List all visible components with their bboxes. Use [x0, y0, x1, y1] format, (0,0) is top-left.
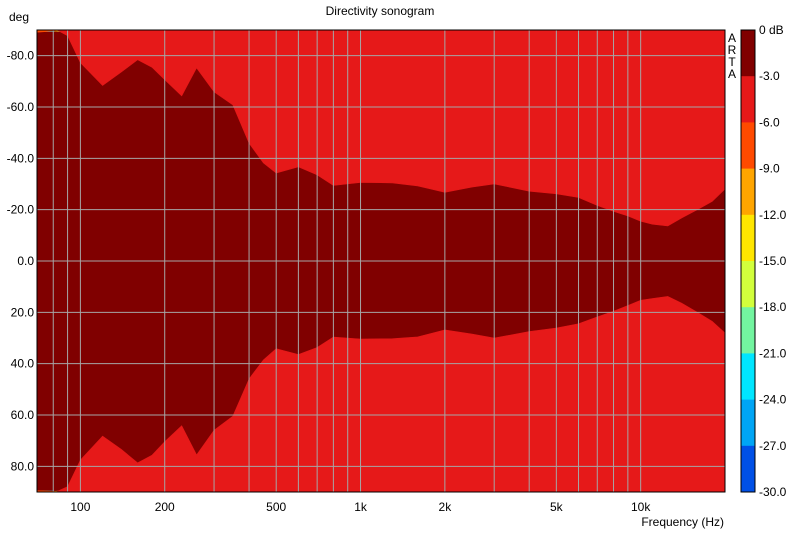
heatmap-area: [37, 30, 725, 492]
colorbar-label: -27.0: [759, 439, 787, 453]
colorbar-swatch: [741, 261, 755, 308]
colorbar-swatch: [741, 76, 755, 123]
colorbar-swatch: [741, 307, 755, 354]
x-tick-label: 1k: [354, 500, 368, 514]
y-tick-label: 0.0: [17, 254, 34, 268]
band-minus_3dB-lower: [37, 296, 725, 492]
colorbar-label: -18.0: [759, 300, 787, 314]
colorbar-swatch: [741, 353, 755, 401]
colorbar-swatch: [741, 168, 755, 216]
y-tick-label: 60.0: [11, 408, 35, 422]
x-tick-label: 200: [155, 500, 175, 514]
colorbar-label: 0 dB: [759, 23, 784, 37]
x-axis-label: Frequency (Hz): [641, 515, 724, 529]
y-axis-label: deg: [9, 10, 29, 24]
band-minus_3dB-upper: [37, 30, 725, 227]
colorbar-swatch: [741, 445, 755, 493]
colorbar-swatch: [741, 214, 755, 262]
x-tick-label: 500: [266, 500, 286, 514]
watermark-letter: A: [728, 67, 736, 81]
chart-title: Directivity sonogram: [326, 4, 435, 18]
x-tick-label: 100: [70, 500, 90, 514]
colorbar: 0 dB -3.0 -6.0 -9.0 -12.0 -15.0 -18.0 -21.0 -24.…: [740, 23, 787, 499]
colorbar-label: -3.0: [759, 69, 780, 83]
colorbar-swatch: [741, 399, 755, 447]
x-axis-ticks: 100 200 500 1k 2k 5k 10k: [70, 500, 651, 514]
y-tick-label: -40.0: [7, 151, 35, 165]
colorbar-label: -24.0: [759, 393, 787, 407]
colorbar-label: -9.0: [759, 162, 780, 176]
y-tick-label: 80.0: [11, 459, 35, 473]
colorbar-swatch: [741, 122, 755, 170]
plot-frame: [36, 29, 726, 493]
colorbar-label: -12.0: [759, 208, 787, 222]
colorbar-label: -21.0: [759, 346, 787, 360]
x-tick-label: 2k: [439, 500, 453, 514]
colorbar-label: -15.0: [759, 254, 787, 268]
grid-lines: [37, 30, 725, 492]
colorbar-label: -6.0: [759, 115, 780, 129]
y-tick-label: 40.0: [11, 357, 35, 371]
watermark-letter: R: [728, 43, 737, 57]
x-tick-label: 10k: [631, 500, 651, 514]
colorbar-swatch: [741, 30, 755, 77]
y-tick-label: -20.0: [7, 203, 35, 217]
colorbar-frame: [740, 29, 756, 493]
watermark-letter: A: [728, 31, 736, 45]
x-tick-label: 5k: [550, 500, 564, 514]
y-axis-ticks: -80.0 -60.0 -40.0 -20.0 0.0 20.0 40.0 60.0 80.0: [7, 49, 35, 474]
y-tick-label: 20.0: [11, 305, 35, 319]
y-tick-label: -80.0: [7, 49, 35, 63]
y-tick-label: -60.0: [7, 100, 35, 114]
colorbar-label: -30.0: [759, 485, 787, 499]
watermark-letter: T: [728, 55, 736, 69]
